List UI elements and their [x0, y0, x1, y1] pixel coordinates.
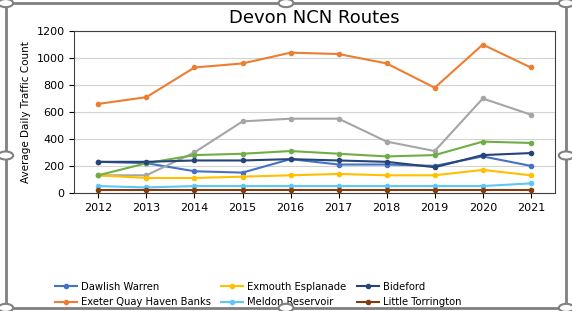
Line: Bideford: Bideford [96, 151, 533, 169]
Exmouth Esplanade [239, 175, 246, 179]
Line: Exeter Quay Haven Banks: Exeter Quay Haven Banks [96, 43, 533, 106]
Exeter Quay Haven Banks [527, 66, 534, 69]
Exeter Quay Haven Banks [143, 95, 150, 99]
Exmouth Esplanade [479, 168, 486, 172]
Fremington Quay [527, 141, 534, 145]
Lympstone [431, 149, 438, 153]
Little Torrington [143, 188, 150, 192]
Lympstone [527, 113, 534, 117]
Lympstone [191, 151, 198, 154]
Lympstone [239, 119, 246, 123]
Meldon Reservoir [335, 184, 342, 188]
Fremington Quay [431, 153, 438, 157]
Lympstone [287, 117, 294, 121]
Fremington Quay [479, 140, 486, 143]
Exmouth Esplanade [143, 176, 150, 180]
Bideford [239, 159, 246, 162]
Meldon Reservoir [191, 184, 198, 188]
Dawlish Warren [95, 160, 102, 164]
Fremington Quay [287, 149, 294, 153]
Exmouth Esplanade [95, 174, 102, 177]
Bideford [95, 160, 102, 164]
Dawlish Warren [191, 169, 198, 173]
Dawlish Warren [527, 164, 534, 168]
Dawlish Warren [239, 171, 246, 174]
Line: Little Torrington: Little Torrington [96, 188, 533, 192]
Line: Fremington Quay: Fremington Quay [96, 140, 533, 177]
Little Torrington [479, 188, 486, 192]
Exmouth Esplanade [527, 174, 534, 177]
Exmouth Esplanade [383, 174, 390, 177]
Bideford [383, 160, 390, 164]
Exmouth Esplanade [287, 174, 294, 177]
Bideford [527, 151, 534, 155]
Bideford [479, 153, 486, 157]
Exeter Quay Haven Banks [431, 86, 438, 90]
Exeter Quay Haven Banks [335, 52, 342, 56]
Exmouth Esplanade [335, 172, 342, 176]
Bideford [431, 165, 438, 169]
Dawlish Warren [143, 161, 150, 165]
Dawlish Warren [383, 163, 390, 166]
Exeter Quay Haven Banks [287, 51, 294, 54]
Bideford [143, 160, 150, 164]
Little Torrington [95, 188, 102, 192]
Bideford [191, 159, 198, 162]
Exeter Quay Haven Banks [383, 62, 390, 65]
Fremington Quay [383, 155, 390, 158]
Little Torrington [191, 188, 198, 192]
Lympstone [95, 174, 102, 177]
Fremington Quay [239, 152, 246, 156]
Meldon Reservoir [383, 184, 390, 188]
Lympstone [383, 140, 390, 143]
Exmouth Esplanade [191, 176, 198, 180]
Exeter Quay Haven Banks [479, 43, 486, 46]
Dawlish Warren [479, 155, 486, 158]
Meldon Reservoir [239, 184, 246, 188]
Fremington Quay [191, 153, 198, 157]
Fremington Quay [95, 174, 102, 177]
Meldon Reservoir [479, 184, 486, 188]
Bideford [287, 157, 294, 161]
Exeter Quay Haven Banks [191, 66, 198, 69]
Meldon Reservoir [287, 184, 294, 188]
Y-axis label: Average Daily Traffic Count: Average Daily Traffic Count [21, 41, 31, 183]
Little Torrington [287, 188, 294, 192]
Fremington Quay [335, 152, 342, 156]
Lympstone [335, 117, 342, 121]
Little Torrington [431, 188, 438, 192]
Dawlish Warren [335, 163, 342, 166]
Meldon Reservoir [527, 182, 534, 185]
Meldon Reservoir [431, 184, 438, 188]
Little Torrington [383, 188, 390, 192]
Exeter Quay Haven Banks [95, 102, 102, 106]
Bideford [335, 159, 342, 162]
Little Torrington [239, 188, 246, 192]
Fremington Quay [143, 161, 150, 165]
Title: Devon NCN Routes: Devon NCN Routes [229, 9, 400, 27]
Line: Lympstone: Lympstone [96, 96, 533, 177]
Lympstone [143, 174, 150, 177]
Dawlish Warren [287, 157, 294, 161]
Exeter Quay Haven Banks [239, 62, 246, 65]
Meldon Reservoir [95, 184, 102, 188]
Lympstone [479, 97, 486, 100]
Line: Dawlish Warren: Dawlish Warren [96, 154, 533, 175]
Meldon Reservoir [143, 186, 150, 189]
Legend: Dawlish Warren, Exeter Quay Haven Banks, Lympstone, Exmouth Esplanade, Meldon Re: Dawlish Warren, Exeter Quay Haven Banks,… [55, 282, 461, 311]
Exmouth Esplanade [431, 174, 438, 177]
Little Torrington [335, 188, 342, 192]
Line: Exmouth Esplanade: Exmouth Esplanade [96, 168, 533, 180]
Line: Meldon Reservoir: Meldon Reservoir [96, 181, 533, 189]
Dawlish Warren [431, 164, 438, 168]
Little Torrington [527, 188, 534, 192]
